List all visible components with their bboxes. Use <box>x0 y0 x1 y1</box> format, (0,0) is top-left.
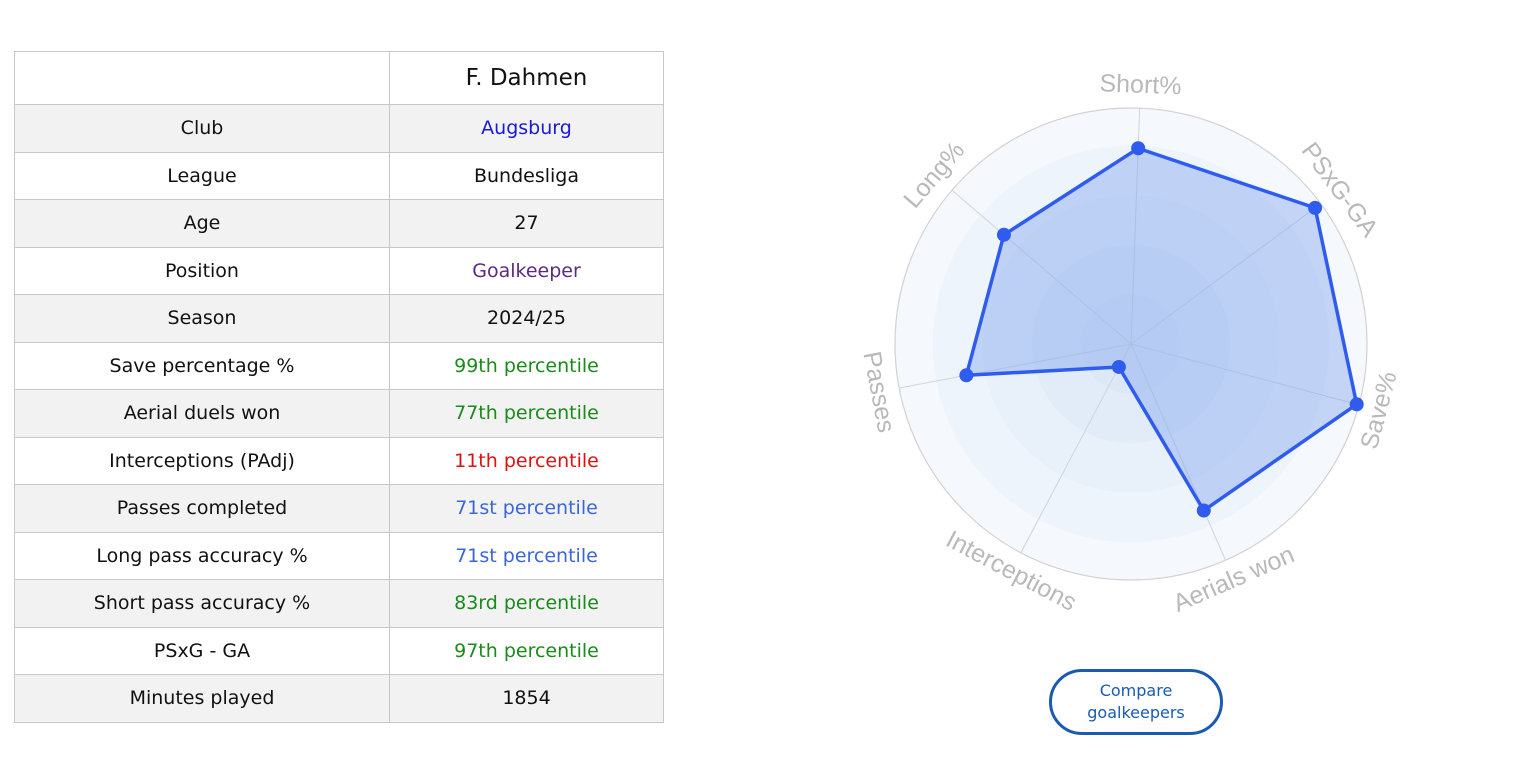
radar-spoke <box>1130 343 1226 561</box>
radar-spoke <box>1130 343 1360 406</box>
radar-point-short[interactable] <box>1131 141 1146 156</box>
stat-label: Position <box>14 246 390 295</box>
radar-point-passes[interactable] <box>959 368 974 383</box>
stat-value: 11th percentile <box>389 436 664 485</box>
stat-label: Aerial duels won <box>14 389 390 438</box>
stat-label: Save percentage % <box>14 341 390 390</box>
stat-value: 99th percentile <box>389 341 664 390</box>
stat-label: Long pass accuracy % <box>14 531 390 580</box>
stat-value: 71st percentile <box>389 484 664 533</box>
radar-series-area <box>964 146 1359 513</box>
radar-axis-label: Passes <box>860 349 900 435</box>
table-row: PSxG - GA 97th percentile <box>14 626 664 675</box>
stat-label: PSxG - GA <box>14 626 390 675</box>
table-row: Age 27 <box>14 199 664 248</box>
radar-point-aerials-won[interactable] <box>1196 503 1211 518</box>
stat-value[interactable]: Goalkeeper <box>389 246 664 295</box>
stat-label: Passes completed <box>14 484 390 533</box>
stat-label: Interceptions (PAdj) <box>14 436 390 485</box>
stat-label: League <box>14 151 390 200</box>
stat-value: 77th percentile <box>389 389 664 438</box>
stat-value: 1854 <box>389 674 664 723</box>
table-row: Interceptions (PAdj) 11th percentile <box>14 436 664 485</box>
stat-value: Bundesliga <box>389 151 664 200</box>
stat-label: Short pass accuracy % <box>14 579 390 628</box>
table-row: Season 2024/25 <box>14 294 664 343</box>
table-row: Save percentage % 99th percentile <box>14 341 664 390</box>
table-row: Minutes played 1854 <box>14 674 664 723</box>
radar-spoke <box>899 343 1132 389</box>
radar-spoke <box>1020 343 1132 553</box>
table-row: Passes completed 71st percentile <box>14 484 664 533</box>
stat-value: 27 <box>389 199 664 248</box>
header-empty-cell <box>14 51 390 105</box>
table-row: Long pass accuracy % 71st percentile <box>14 531 664 580</box>
table-row: Short pass accuracy % 83rd percentile <box>14 579 664 628</box>
stat-value: 71st percentile <box>389 531 664 580</box>
stat-value: 2024/25 <box>389 294 664 343</box>
compare-goalkeepers-button[interactable]: Compare goalkeepers <box>1049 669 1223 735</box>
stat-value: 97th percentile <box>389 626 664 675</box>
table-header-row: F. Dahmen <box>14 51 664 105</box>
stat-label: Season <box>14 294 390 343</box>
radar-axis-label: Short% <box>1099 69 1182 100</box>
radar-point-interceptions[interactable] <box>1111 359 1126 374</box>
stat-value: 83rd percentile <box>389 579 664 628</box>
radar-spoke <box>951 189 1132 345</box>
player-stats-table: F. Dahmen Club Augsburg League Bundesliga Ag… <box>14 51 664 723</box>
table-row: Position Goalkeeper <box>14 246 664 295</box>
radar-spoke <box>1130 203 1322 345</box>
table-row: Aerial duels won 77th percentile <box>14 389 664 438</box>
stat-label: Minutes played <box>14 674 390 723</box>
radar-point-save[interactable] <box>1349 397 1364 412</box>
stat-label: Age <box>14 199 390 248</box>
table-row: Club Augsburg <box>14 104 664 153</box>
radar-point-psxg-ga[interactable] <box>1308 200 1323 215</box>
stat-label: Club <box>14 104 390 153</box>
stat-value[interactable]: Augsburg <box>389 104 664 153</box>
radar-point-long[interactable] <box>996 227 1011 242</box>
player-name: F. Dahmen <box>389 51 664 105</box>
table-row: League Bundesliga <box>14 151 664 200</box>
